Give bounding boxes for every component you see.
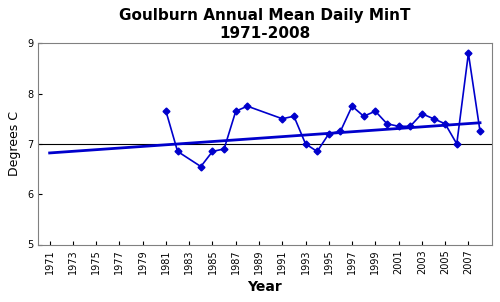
Title: Goulburn Annual Mean Daily MinT
1971-2008: Goulburn Annual Mean Daily MinT 1971-200… bbox=[119, 8, 410, 41]
X-axis label: Year: Year bbox=[248, 280, 282, 294]
Y-axis label: Degrees C: Degrees C bbox=[8, 111, 22, 176]
